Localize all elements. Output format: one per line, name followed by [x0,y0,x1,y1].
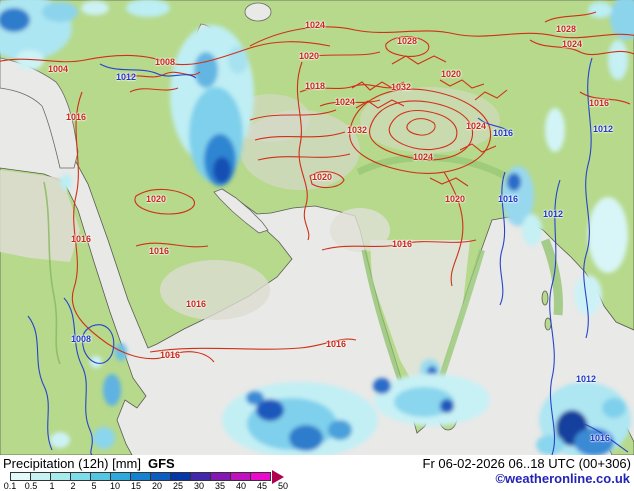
colorbar-segment [210,472,231,481]
andaman-island [541,290,549,306]
forecast-datetime: Fr 06-02-2026 06..18 UTC (00+306) [422,456,631,471]
vegetation-fringes [43,153,563,387]
colorbar-tick: 0.1 [3,481,17,491]
colorbar-segment [170,472,191,481]
colorbar-tick: 40 [235,481,247,491]
colorbar-segment [250,472,271,481]
andaman-island-2 [544,317,552,331]
colorbar-overflow-arrow [272,469,284,484]
colorbar-segment [10,472,31,481]
isobars-red [0,11,634,363]
colorbar-segment [70,472,91,481]
colorbar-segment [50,472,71,481]
colorbar-segment [130,472,151,481]
forecast-map: 1004 1016 1008 1024 1020 1018 1024 1032 1032 1028… [0,0,634,455]
map-title-text: Precipitation (12h) [mm] [3,456,141,471]
colorbar-tick: 10 [109,481,121,491]
persian-gulf [213,188,269,234]
legend-bar: Precipitation (12h) [mm] GFS Fr 06-02-202… [0,455,634,491]
aral-sea [244,2,272,22]
colorbar-segment [30,472,51,481]
colorbar-segment [190,472,211,481]
colorbar-tick: 15 [130,481,142,491]
map-title: Precipitation (12h) [mm] GFS [3,456,175,471]
colorbar-tick: 20 [151,481,163,491]
colorbar-tick: 2 [70,481,76,491]
colorbar-tick: 5 [91,481,97,491]
colorbar-segment [110,472,131,481]
isobars-blue [27,57,629,455]
colorbar-tick: 30 [193,481,205,491]
model-name: GFS [148,456,175,471]
colorbar-tick: 0.5 [24,481,38,491]
colorbar-tick: 1 [49,481,55,491]
colorbar-tick: 45 [256,481,268,491]
colorbar-tick: 25 [172,481,184,491]
colorbar-segment [150,472,171,481]
copyright-link[interactable]: ©weatheronline.co.uk [495,471,630,486]
colorbar-segment [90,472,111,481]
colorbar-tick: 35 [214,481,226,491]
precip-ticks: 0.1 0.5 1 2 5 10 15 20 25 30 35 40 45 50 [4,481,330,491]
colorbar-tick: 50 [277,481,289,491]
precipitation-layer [0,0,634,455]
map-svg [0,0,634,455]
colorbar-segment [230,472,251,481]
precip-colorbar [10,469,284,484]
mediterranean-sea [0,57,79,169]
